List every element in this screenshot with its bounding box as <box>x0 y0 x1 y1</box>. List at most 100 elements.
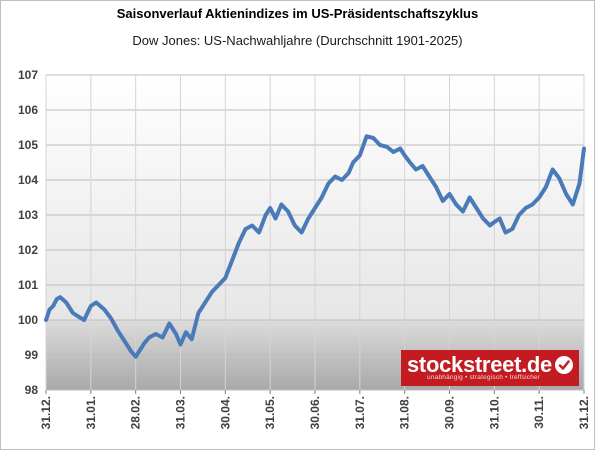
data-point <box>264 213 268 217</box>
data-point <box>551 168 555 171</box>
data-point <box>76 315 80 318</box>
data-point <box>230 259 234 262</box>
y-tick-label: 98 <box>25 383 39 397</box>
y-tick-label: 100 <box>18 313 38 327</box>
data-point <box>391 150 395 154</box>
data-point <box>461 210 465 213</box>
y-tick-label: 105 <box>18 138 38 152</box>
data-point <box>138 348 142 352</box>
data-point <box>571 203 575 206</box>
y-tick-label: 99 <box>25 348 39 362</box>
data-point <box>244 227 248 231</box>
x-tick-label: 31.08. <box>398 396 412 429</box>
data-point <box>293 224 297 227</box>
x-tick-label: 31.01. <box>84 396 98 429</box>
checkmark-icon <box>555 356 573 374</box>
data-point <box>414 168 418 171</box>
data-point <box>203 301 207 304</box>
data-point <box>116 329 120 332</box>
data-point <box>347 171 351 175</box>
data-point <box>257 231 261 234</box>
data-point <box>378 143 382 147</box>
logo-tagline: unabhängig • strategisch • treffsicher <box>427 374 541 381</box>
data-point <box>223 276 227 280</box>
data-point <box>179 343 182 346</box>
data-point <box>468 196 472 199</box>
data-point <box>326 182 330 185</box>
data-point <box>351 161 355 164</box>
data-point <box>94 301 98 304</box>
data-point <box>320 196 324 199</box>
data-point <box>530 203 534 206</box>
data-point <box>51 304 55 308</box>
data-point <box>313 206 317 210</box>
data-point <box>421 164 425 168</box>
x-tick-label: 30.06. <box>308 396 322 429</box>
data-point <box>557 176 561 180</box>
data-point <box>102 308 106 311</box>
data-point <box>274 217 278 220</box>
data-point <box>89 304 93 308</box>
data-point <box>524 206 528 210</box>
data-point <box>55 297 59 301</box>
x-tick-label: 31.05. <box>263 396 277 429</box>
y-tick-label: 102 <box>18 243 38 257</box>
y-tick-label: 107 <box>18 68 38 82</box>
data-point <box>64 301 68 304</box>
data-point <box>237 241 241 245</box>
data-point <box>408 161 412 164</box>
data-point <box>286 210 290 213</box>
x-tick-label: 30.11. <box>532 396 546 429</box>
x-tick-label: 31.10. <box>487 396 501 429</box>
data-point <box>268 206 272 210</box>
chart-subtitle: Dow Jones: US-Nachwahljahre (Durchschnit… <box>132 33 463 48</box>
data-point <box>454 203 458 206</box>
data-point <box>306 217 310 220</box>
data-point <box>358 154 362 157</box>
x-tick-label: 31.03. <box>174 396 188 429</box>
x-tick-label: 30.09. <box>443 396 457 429</box>
data-point <box>385 145 389 149</box>
logo-brand-text: stockstreet.de <box>407 352 552 377</box>
data-point <box>427 175 431 178</box>
data-point <box>174 332 178 336</box>
data-point <box>544 185 548 189</box>
data-point <box>184 330 188 334</box>
data-point <box>210 290 214 294</box>
stockstreet-logo: stockstreet.de unabhängig • strategisch … <box>401 350 579 386</box>
y-tick-label: 104 <box>18 173 38 187</box>
data-point <box>82 318 86 322</box>
data-point <box>134 355 138 359</box>
data-point <box>129 350 133 353</box>
data-point <box>564 192 568 196</box>
data-point <box>333 175 337 178</box>
chart-title: Saisonverlauf Aktienindizes im US-Präsid… <box>116 6 479 21</box>
data-point <box>474 206 478 210</box>
data-point <box>71 311 75 315</box>
data-point <box>441 199 445 203</box>
data-point <box>196 311 200 315</box>
data-point <box>58 295 62 299</box>
data-point <box>154 332 158 336</box>
data-point <box>217 283 221 287</box>
data-point <box>44 318 48 322</box>
data-point <box>365 134 369 138</box>
data-point <box>48 308 52 311</box>
data-point <box>143 341 147 345</box>
series-line-dow-jones <box>44 134 586 359</box>
data-point <box>481 217 485 220</box>
y-tick-label: 103 <box>18 208 38 222</box>
data-point <box>398 147 402 150</box>
data-point <box>279 203 283 206</box>
data-point <box>434 185 438 189</box>
data-point <box>167 322 171 325</box>
data-point <box>340 178 344 182</box>
data-point <box>300 231 304 234</box>
data-point <box>517 213 521 217</box>
data-point <box>403 154 407 157</box>
data-point <box>492 220 496 224</box>
x-tick-label: 31.12. <box>39 396 53 429</box>
y-tick-label: 101 <box>18 278 38 292</box>
data-point <box>190 337 194 341</box>
x-tick-label: 28.02. <box>129 396 143 429</box>
